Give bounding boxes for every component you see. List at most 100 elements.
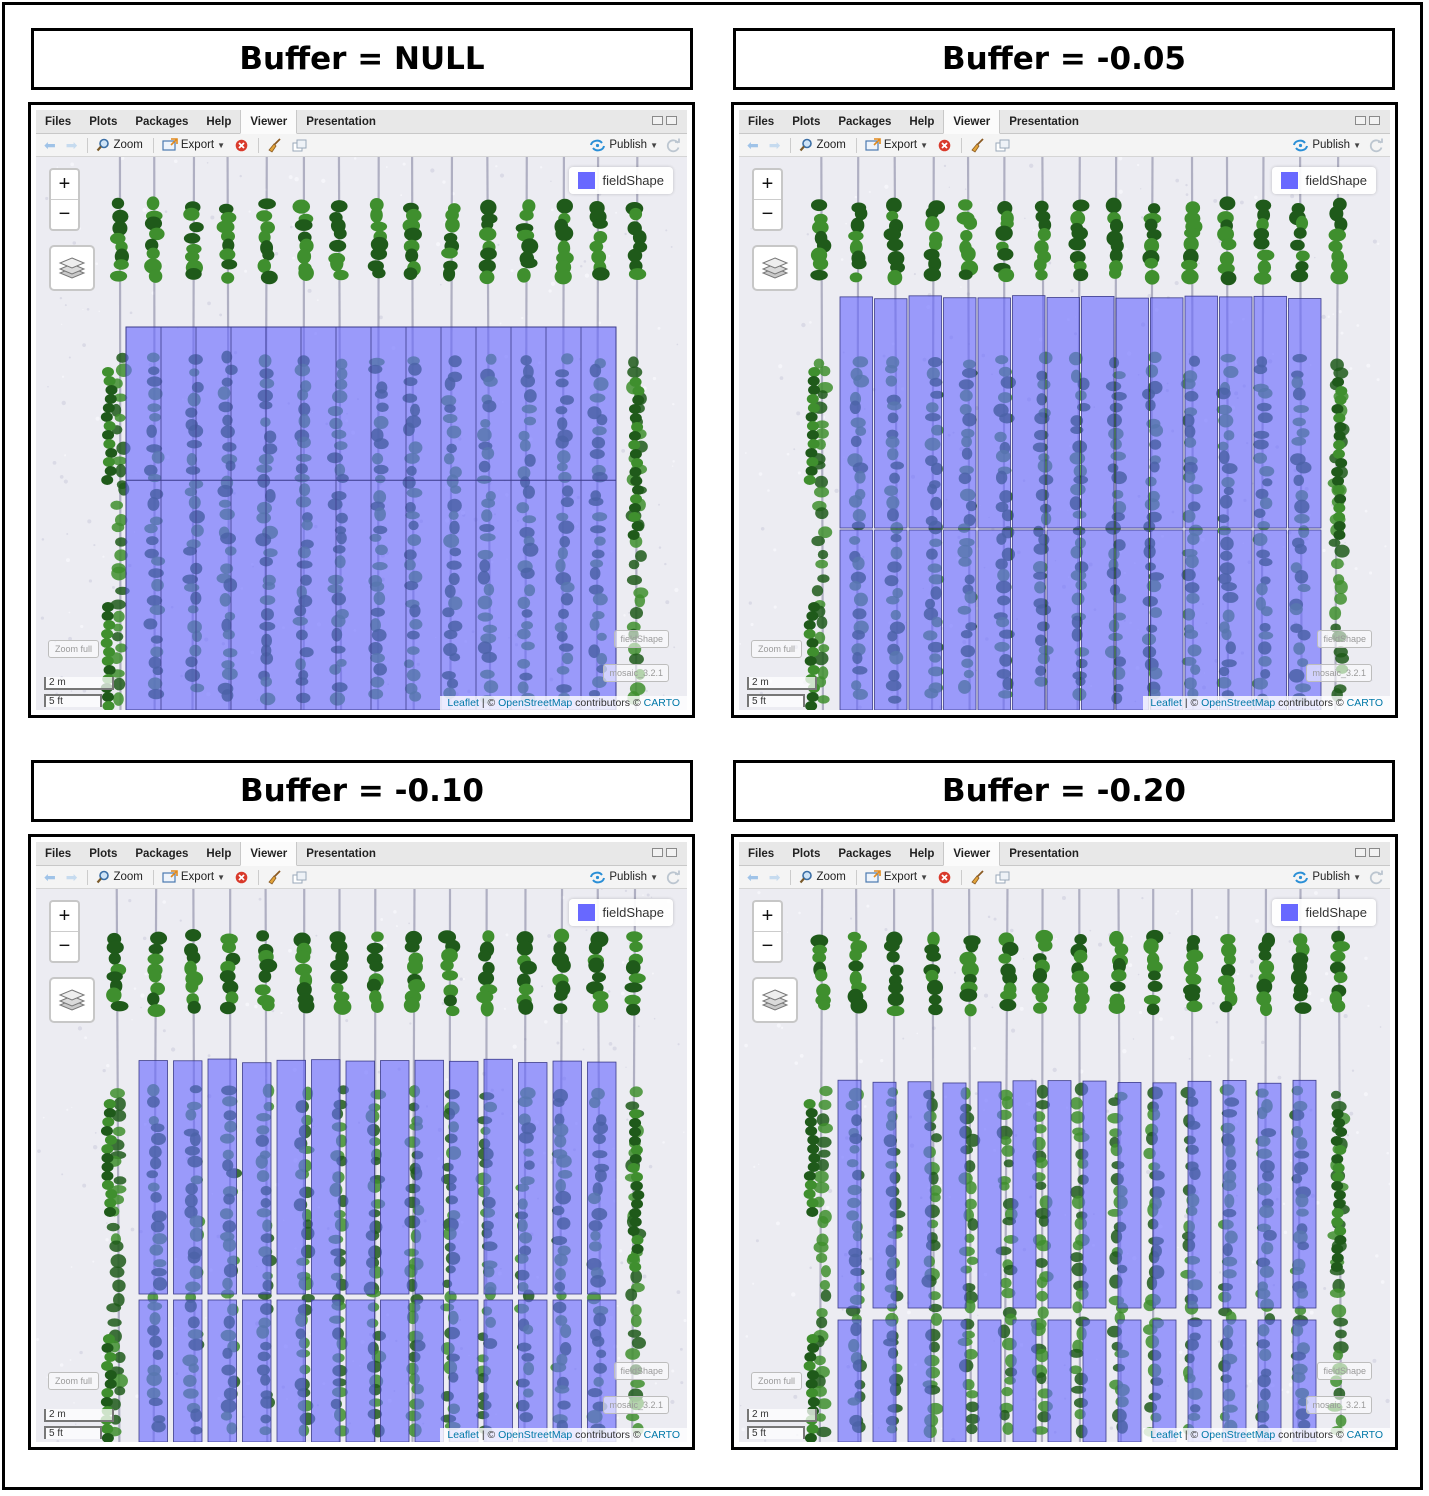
plot-polygon[interactable] <box>1117 1319 1142 1442</box>
layers-control-button[interactable] <box>49 977 95 1023</box>
layers-control-button[interactable] <box>752 977 798 1023</box>
plot-polygon[interactable] <box>874 298 908 529</box>
plot-polygon[interactable] <box>907 1319 932 1442</box>
plot-polygon[interactable] <box>276 1299 306 1442</box>
carto-link[interactable]: CARTO <box>1346 1429 1383 1441</box>
minimize-icon[interactable] <box>1355 116 1366 125</box>
tab-files[interactable]: Files <box>748 847 775 860</box>
plot-polygon[interactable] <box>242 1062 272 1295</box>
minimize-icon[interactable] <box>652 848 663 857</box>
fieldshape-toggle-button[interactable]: fieldShape <box>614 1362 669 1380</box>
plot-polygon[interactable] <box>345 1299 375 1442</box>
forward-button[interactable]: ➡ <box>769 138 781 152</box>
plot-polygon[interactable] <box>908 529 942 710</box>
plot-polygon[interactable] <box>1012 295 1046 529</box>
tab-files[interactable]: Files <box>45 847 72 860</box>
tab-files[interactable]: Files <box>748 115 775 128</box>
tab-help[interactable]: Help <box>909 847 935 860</box>
plot-polygon[interactable] <box>943 529 977 710</box>
tab-viewer[interactable]: Viewer <box>240 110 298 134</box>
remove-button[interactable] <box>938 871 951 884</box>
export-button[interactable]: Export ▼ <box>865 870 928 884</box>
plot-polygon[interactable] <box>1081 529 1115 710</box>
plot-polygon[interactable] <box>587 1061 617 1295</box>
tab-help[interactable]: Help <box>206 115 232 128</box>
plot-polygon[interactable] <box>872 1081 897 1309</box>
plot-polygon[interactable] <box>1257 1319 1282 1442</box>
plot-polygon[interactable] <box>276 1059 306 1295</box>
plot-polygon[interactable] <box>311 1299 341 1442</box>
leaflet-link[interactable]: Leaflet <box>447 697 479 709</box>
plot-polygon[interactable] <box>977 1319 1002 1442</box>
layers-control-button[interactable] <box>752 245 798 291</box>
refresh-icon[interactable] <box>1369 870 1384 885</box>
plot-polygon[interactable] <box>943 297 977 529</box>
tab-packages[interactable]: Packages <box>135 847 189 860</box>
plot-polygon[interactable] <box>207 1058 237 1295</box>
clear-all-button[interactable] <box>267 869 282 885</box>
plot-polygon[interactable] <box>1288 298 1322 529</box>
plot-polygon[interactable] <box>1047 1319 1072 1442</box>
remove-button[interactable] <box>235 139 248 152</box>
tab-plots[interactable]: Plots <box>89 847 118 860</box>
tab-help[interactable]: Help <box>206 847 232 860</box>
plot-polygon[interactable] <box>483 1299 513 1442</box>
plot-polygon[interactable] <box>1292 1079 1317 1309</box>
export-button[interactable]: Export ▼ <box>162 870 225 884</box>
plot-polygon[interactable] <box>414 1059 444 1295</box>
clear-all-button[interactable] <box>970 137 985 153</box>
zoom-out-button[interactable]: − <box>761 935 774 957</box>
leaflet-map[interactable]: + − fieldShape Zoom full fieldShape mosa… <box>739 889 1390 1442</box>
plot-polygon[interactable] <box>977 1081 1002 1309</box>
back-button[interactable]: ⬅ <box>747 138 759 152</box>
plot-polygon[interactable] <box>449 1299 479 1442</box>
publish-button[interactable]: Publish ▼ <box>1292 139 1361 152</box>
plot-polygon[interactable] <box>1046 529 1080 710</box>
tab-plots[interactable]: Plots <box>792 115 821 128</box>
back-button[interactable]: ⬅ <box>44 138 56 152</box>
tab-packages[interactable]: Packages <box>135 115 189 128</box>
zoom-in-button[interactable]: + <box>51 902 78 932</box>
zoom-button[interactable]: Zoom <box>799 870 846 884</box>
plot-polygon[interactable] <box>242 1299 272 1442</box>
leaflet-map[interactable]: + − fieldShape Zoom full fieldShape mosa… <box>739 157 1390 710</box>
plot-polygon[interactable] <box>173 1060 203 1295</box>
forward-button[interactable]: ➡ <box>66 138 78 152</box>
plot-polygon[interactable] <box>1257 1082 1282 1309</box>
tab-viewer[interactable]: Viewer <box>943 842 1001 866</box>
plot-polygon[interactable] <box>173 1299 203 1442</box>
tab-help[interactable]: Help <box>909 115 935 128</box>
plot-polygon[interactable] <box>908 295 942 529</box>
leaflet-link[interactable]: Leaflet <box>1150 697 1182 709</box>
export-button[interactable]: Export ▼ <box>162 138 225 152</box>
plot-polygon[interactable] <box>839 529 873 710</box>
plot-polygon[interactable] <box>207 1299 237 1442</box>
plot-polygon[interactable] <box>1288 529 1322 710</box>
zoom-full-button[interactable]: Zoom full <box>751 1372 803 1390</box>
zoom-out-button[interactable]: − <box>58 935 71 957</box>
plot-polygon[interactable] <box>837 1319 862 1442</box>
plot-polygon[interactable] <box>1047 1080 1072 1309</box>
zoom-in-button[interactable]: + <box>754 170 781 200</box>
plot-polygon[interactable] <box>977 529 1011 710</box>
plot-polygon[interactable] <box>587 1299 617 1442</box>
plot-polygon[interactable] <box>942 1082 967 1309</box>
plot-polygon[interactable] <box>138 1299 168 1442</box>
mosaic-toggle-button[interactable]: mosaic_3.2.1 <box>603 664 669 682</box>
zoom-in-button[interactable]: + <box>754 902 781 932</box>
plot-polygon[interactable] <box>942 1319 967 1442</box>
tab-files[interactable]: Files <box>45 115 72 128</box>
openstreetmap-link[interactable]: OpenStreetMap <box>498 1429 573 1441</box>
export-button[interactable]: Export ▼ <box>865 138 928 152</box>
plot-polygon[interactable] <box>1253 295 1287 529</box>
popout-button[interactable] <box>995 871 1010 884</box>
zoom-button[interactable]: Zoom <box>799 138 846 152</box>
maximize-icon[interactable] <box>666 848 677 857</box>
layers-control-button[interactable] <box>49 245 95 291</box>
plot-polygon[interactable] <box>552 1299 582 1442</box>
forward-button[interactable]: ➡ <box>66 870 78 884</box>
plot-polygon[interactable] <box>872 1319 897 1442</box>
fieldshape-toggle-button[interactable]: fieldShape <box>614 630 669 648</box>
fieldshape-toggle-button[interactable]: fieldShape <box>1317 1362 1372 1380</box>
refresh-icon[interactable] <box>666 870 681 885</box>
